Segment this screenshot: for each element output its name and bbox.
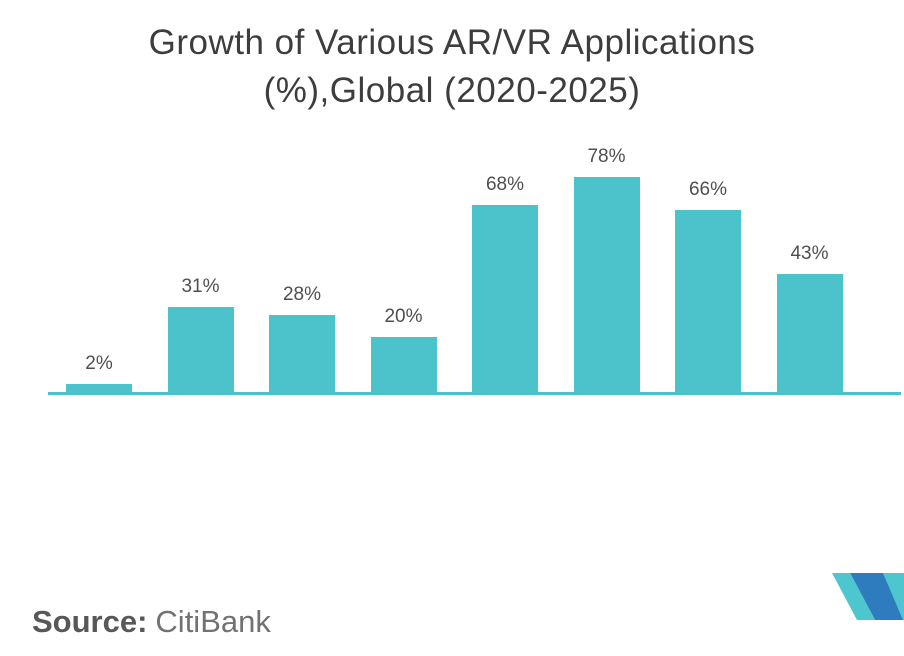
bar-value-label: 20% — [384, 306, 423, 327]
bar-value-label: 66% — [688, 179, 728, 200]
bar — [776, 274, 843, 392]
source-label: Source: — [32, 604, 148, 639]
bar-value-label: 78% — [587, 146, 626, 167]
source-attribution: Source: CitiBank — [32, 604, 271, 640]
chart-title-line2: (%),Global (2020-2025) — [263, 71, 641, 110]
bar-value-label: 31% — [181, 276, 220, 297]
mordor-intelligence-m-logo — [832, 573, 904, 620]
bar — [573, 177, 640, 392]
bar-value-label: 43% — [790, 243, 829, 264]
chart-title-line1: Growth of Various AR/VR Applications — [148, 23, 756, 62]
bar — [167, 307, 234, 392]
bar-value-label: 68% — [485, 174, 525, 195]
bar — [675, 210, 741, 392]
bar-value-label: 28% — [282, 284, 322, 305]
bar — [370, 337, 437, 392]
logo-middle-blue-shape — [850, 573, 903, 620]
bar — [66, 384, 132, 392]
logo-right-teal-shape — [883, 573, 904, 620]
source-value: CitiBank — [155, 604, 271, 639]
chart-title: Growth of Various AR/VR Applications (%)… — [0, 19, 904, 115]
logo-left-teal-shape — [832, 573, 875, 620]
bar — [269, 315, 335, 392]
bar — [472, 205, 538, 392]
x-axis-baseline — [48, 392, 901, 395]
bar-value-label: 2% — [85, 353, 113, 374]
